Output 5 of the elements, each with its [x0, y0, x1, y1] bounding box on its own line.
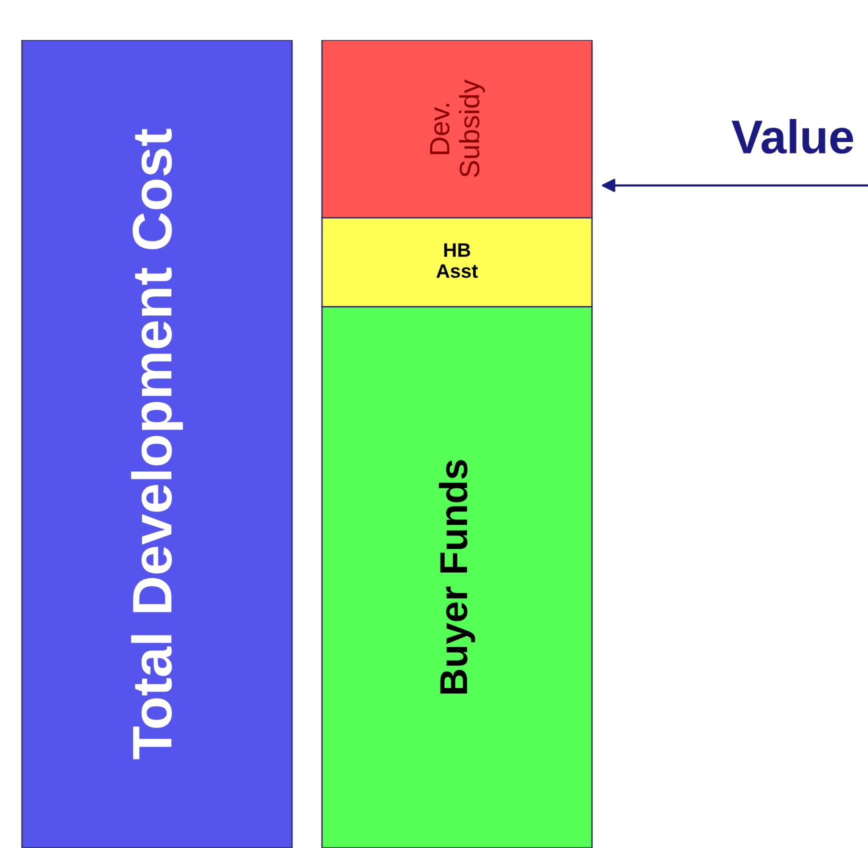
series-label: Total Development Cost	[131, 128, 183, 760]
series-label: HB Asst	[436, 243, 478, 278]
text: Value	[732, 118, 854, 154]
series-label: Dev. Subsidy	[430, 80, 485, 178]
series-label: Buyer Funds	[438, 460, 476, 694]
